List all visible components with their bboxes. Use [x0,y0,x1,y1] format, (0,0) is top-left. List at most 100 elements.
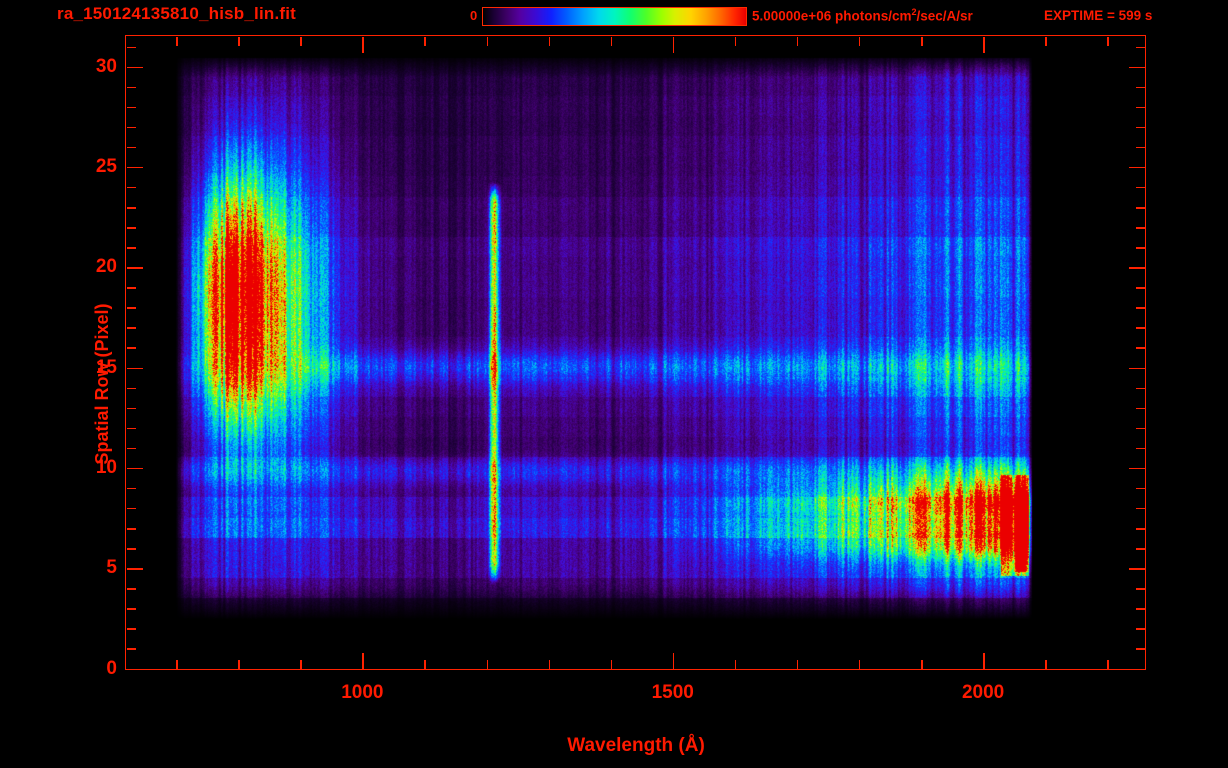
axis-tick [126,487,136,490]
axis-tick [126,307,136,309]
plot-frame [125,35,1146,670]
axis-tick [126,347,136,349]
y-tick-label: 25 [95,155,117,177]
axis-tick [1135,207,1145,209]
axis-tick [486,659,489,669]
axis-tick [858,36,861,46]
axis-tick [921,659,923,669]
colorbar-units-exponent: 2 [911,7,917,17]
axis-tick [983,652,985,669]
axis-tick [126,227,136,229]
axis-tick [1128,467,1145,470]
axis-tick [126,247,136,249]
axis-tick [126,668,143,670]
axis-tick [126,267,143,269]
axis-tick [126,287,136,289]
y-tick-label: 30 [95,55,117,77]
axis-tick [126,327,136,329]
x-tick-label: 1000 [341,682,384,703]
axis-tick [486,36,489,46]
axis-tick [672,36,675,53]
y-tick-label: 10 [95,456,117,478]
axis-tick [1128,267,1145,269]
y-tick-label: 15 [95,356,117,378]
x-tick-label: 1500 [651,682,694,703]
axis-tick [1128,166,1145,169]
axis-tick [1135,507,1145,510]
y-axis-title: Spatial Row (Pixel) [92,303,113,465]
colorbar-units-tail: /sec/A/sr [916,8,973,24]
axis-tick [796,36,799,46]
axis-tick [610,36,613,46]
axis-tick [126,628,136,630]
axis-tick [362,652,364,669]
y-tick-label: 0 [106,657,117,679]
axis-tick [300,36,302,46]
y-tick-label: 20 [95,256,117,278]
axis-tick [126,126,136,129]
axis-tick [126,186,136,189]
axis-tick [921,36,923,46]
axis-tick [362,36,364,53]
axis-tick [238,36,240,46]
axis-tick [238,659,240,669]
colorbar-units-text: photons/cm [834,8,912,24]
axis-tick [1107,36,1109,46]
axis-tick [126,367,143,370]
x-axis-title: Wavelength (Å) [567,735,705,756]
axis-tick [548,36,551,46]
colorbar-min-label: 0 [470,8,478,23]
axis-tick [1135,447,1145,450]
axis-tick [548,659,551,669]
axis-tick [1135,227,1145,229]
colorbar-max-label: 5.00000e+06 photons/cm2/sec/A/sr [752,7,973,24]
axis-tick [1135,46,1145,49]
axis-tick [1135,307,1145,309]
axis-tick [126,467,143,470]
exptime-label: EXPTIME = 599 s [1044,8,1153,23]
axis-tick [126,207,136,209]
axis-tick [126,568,143,570]
axis-tick [126,146,136,149]
axis-tick [796,659,799,669]
y-tick-label: 5 [106,557,117,579]
axis-tick [1135,126,1145,129]
axis-tick [126,387,136,390]
axis-tick [1128,66,1145,69]
axis-tick [1135,86,1145,89]
axis-tick [1135,548,1145,550]
axis-tick [126,608,136,610]
axis-tick [1135,287,1145,289]
axis-tick [1128,668,1145,670]
axis-tick [1135,327,1145,329]
axis-tick [126,66,143,69]
page-title: ra_150124135810_hisb_lin.fit [57,4,297,23]
axis-tick [424,36,426,46]
axis-tick [734,36,737,46]
axis-tick [1107,659,1109,669]
axis-tick [1135,608,1145,610]
axis-tick [1128,367,1145,370]
axis-tick [1045,36,1047,46]
axis-tick [126,166,143,169]
axis-tick [126,588,136,590]
axis-tick [424,659,426,669]
axis-tick [300,659,302,669]
axis-tick [126,528,136,530]
axis-tick [672,652,675,669]
spectrogram-heatmap [126,36,1144,668]
axis-tick [983,36,985,53]
colorbar-max-value: 5.00000e+06 [752,8,832,24]
axis-tick [1135,487,1145,490]
x-tick-label: 2000 [961,682,1005,703]
axis-tick [1128,568,1145,570]
axis-tick [1135,648,1145,650]
colorbar [482,7,747,26]
axis-tick [126,447,136,450]
axis-tick [858,659,861,669]
axis-tick [1135,528,1145,530]
axis-tick [126,548,136,550]
axis-tick [176,36,178,46]
axis-tick [1135,387,1145,390]
